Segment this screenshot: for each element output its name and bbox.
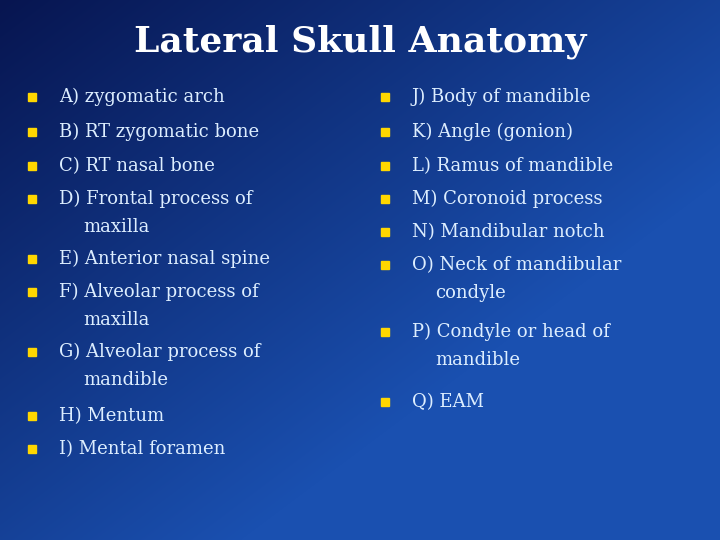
Bar	[29, 288, 36, 295]
Text: L) Ramus of mandible: L) Ramus of mandible	[412, 157, 613, 175]
Bar	[382, 228, 390, 236]
Bar	[382, 261, 390, 268]
Text: H) Mentum: H) Mentum	[59, 407, 164, 425]
Text: G) Alveolar process of: G) Alveolar process of	[59, 343, 261, 361]
Text: F) Alveolar process of: F) Alveolar process of	[59, 282, 258, 301]
Bar	[382, 129, 390, 136]
Bar	[29, 446, 36, 453]
Text: M) Coronoid process: M) Coronoid process	[412, 190, 603, 208]
Text: J) Body of mandible: J) Body of mandible	[412, 88, 591, 106]
Text: B) RT zygomatic bone: B) RT zygomatic bone	[59, 123, 259, 141]
Bar	[382, 195, 390, 202]
Bar	[29, 195, 36, 202]
Text: maxilla: maxilla	[83, 218, 149, 236]
Text: C) RT nasal bone: C) RT nasal bone	[59, 157, 215, 175]
Bar	[382, 328, 390, 336]
Text: Q) EAM: Q) EAM	[412, 393, 484, 411]
Bar	[29, 412, 36, 420]
Bar	[29, 93, 36, 101]
Bar	[29, 162, 36, 170]
Text: A) zygomatic arch: A) zygomatic arch	[59, 88, 225, 106]
Bar	[382, 399, 390, 406]
Text: Lateral Skull Anatomy: Lateral Skull Anatomy	[134, 24, 586, 59]
Bar	[29, 348, 36, 356]
Bar	[29, 129, 36, 136]
Text: maxilla: maxilla	[83, 310, 149, 329]
Text: E) Anterior nasal spine: E) Anterior nasal spine	[59, 250, 270, 268]
Text: P) Condyle or head of: P) Condyle or head of	[412, 323, 610, 341]
Bar	[382, 162, 390, 170]
Text: condyle: condyle	[436, 284, 506, 302]
Text: mandible: mandible	[83, 371, 168, 389]
Text: O) Neck of mandibular: O) Neck of mandibular	[412, 255, 621, 274]
Bar	[382, 93, 390, 101]
Text: mandible: mandible	[436, 351, 521, 369]
Text: D) Frontal process of: D) Frontal process of	[59, 190, 253, 208]
Bar	[29, 255, 36, 263]
Text: I) Mental foramen: I) Mental foramen	[59, 440, 225, 458]
Text: N) Mandibular notch: N) Mandibular notch	[412, 223, 605, 241]
Text: K) Angle (gonion): K) Angle (gonion)	[412, 123, 573, 141]
